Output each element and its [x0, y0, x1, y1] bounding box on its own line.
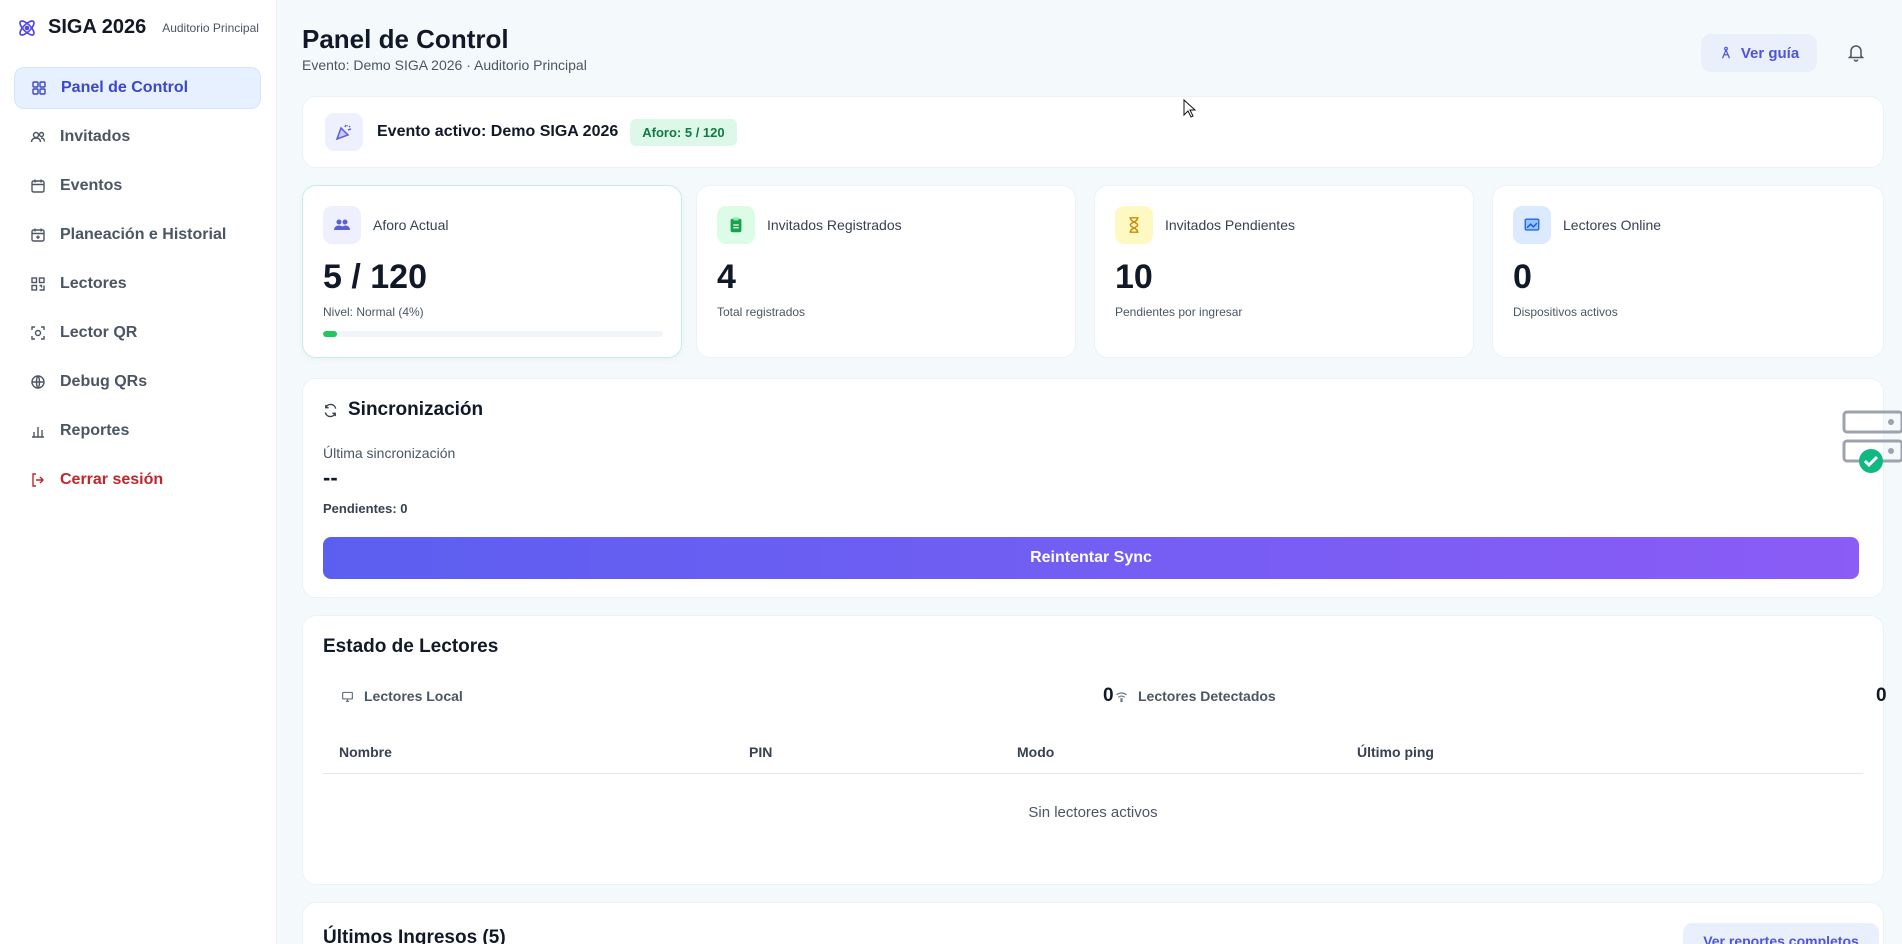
- party-popper-icon: [335, 124, 352, 141]
- sidebar-item-reportes[interactable]: Reportes: [14, 410, 261, 452]
- stat-value: 10: [1115, 258, 1153, 296]
- detected-readers-count: 0: [1876, 685, 1887, 706]
- column-header-modo: Modo: [1017, 744, 1055, 760]
- brand-subtitle: Auditorio Principal: [162, 20, 259, 35]
- local-readers-label: Lectores Local: [364, 688, 463, 704]
- sync-title: Sincronización: [348, 399, 484, 420]
- aforo-progress-fill: [323, 331, 337, 337]
- sidebar-nav: Panel de Control Invitados Eventos Plane…: [14, 67, 261, 508]
- stat-card-lectores: Lectores Online 0 Dispositivos activos: [1492, 185, 1884, 358]
- sidebar-item-panel-de-control[interactable]: Panel de Control: [14, 67, 261, 109]
- page-title: Panel de Control: [302, 24, 509, 54]
- monitor-small-icon: [342, 691, 353, 702]
- monitor-icon: [1513, 206, 1551, 244]
- page-subtitle: Evento: Demo SIGA 2026 · Auditorio Princ…: [302, 57, 587, 73]
- sidebar-item-debug-qrs[interactable]: Debug QRs: [14, 361, 261, 403]
- readers-table-header: Nombre PIN Modo Último ping: [323, 730, 1863, 774]
- stat-hint: Dispositivos activos: [1513, 305, 1618, 319]
- readers-empty-state: Sin lectores activos: [1028, 804, 1158, 821]
- stat-hint: Nivel: Normal (4%): [323, 305, 424, 319]
- brand: SIGA 2026 Auditorio Principal: [16, 16, 259, 39]
- aforo-badge: Aforo: 5 / 120: [630, 118, 737, 146]
- sidebar-item-label: Lectores: [60, 275, 127, 292]
- stat-value: 5 / 120: [323, 258, 427, 296]
- stat-label: Invitados Pendientes: [1165, 217, 1295, 233]
- sidebar-item-eventos[interactable]: Eventos: [14, 165, 261, 207]
- compass-icon: [1721, 46, 1730, 59]
- mouse-cursor-icon: [1183, 99, 1197, 118]
- sidebar-item-label: Invitados: [60, 128, 131, 145]
- local-readers-stat: Lectores Local: [341, 676, 463, 716]
- detected-readers-label: Lectores Detectados: [1138, 688, 1276, 704]
- server-check-icon: [1842, 410, 1902, 473]
- aforo-progress-bar: [323, 331, 663, 337]
- stat-value: 0: [1513, 258, 1532, 296]
- sidebar-item-lector-qr[interactable]: Lector QR: [14, 312, 261, 354]
- sync-pending: Pendientes: 0: [323, 501, 408, 516]
- users-icon: [30, 131, 46, 143]
- column-header-pin: PIN: [749, 744, 773, 760]
- stat-card-registrados: Invitados Registrados 4 Total registrado…: [696, 185, 1076, 358]
- refresh-icon: [324, 403, 337, 417]
- column-header-nombre: Nombre: [339, 744, 392, 760]
- sidebar-item-label: Lector QR: [60, 324, 138, 341]
- people-icon: [323, 206, 361, 244]
- calendar-plus-icon: [31, 228, 45, 242]
- sidebar-item-planeacion[interactable]: Planeación e Historial: [14, 214, 261, 256]
- brand-name: SIGA 2026: [48, 16, 147, 38]
- wifi-icon: [1116, 691, 1127, 702]
- stat-label: Lectores Online: [1563, 217, 1662, 233]
- sidebar-item-label: Eventos: [60, 177, 123, 194]
- sidebar: SIGA 2026 Auditorio Principal Panel de C…: [0, 0, 277, 944]
- column-header-ultimo-ping: Último ping: [1357, 744, 1434, 760]
- hourglass-icon: [1115, 206, 1153, 244]
- full-reports-button[interactable]: Ver reportes completos: [1683, 923, 1879, 944]
- sidebar-item-label: Cerrar sesión: [60, 471, 164, 488]
- sidebar-item-cerrar-sesion[interactable]: Cerrar sesión: [14, 459, 261, 501]
- globe-icon: [31, 375, 45, 389]
- qr-grid-icon: [31, 277, 45, 291]
- clipboard-icon: [717, 206, 755, 244]
- stat-value: 4: [717, 258, 736, 296]
- last-entries-card: Últimos Ingresos (5) Ver reportes comple…: [302, 902, 1884, 944]
- bell-icon[interactable]: [1846, 42, 1866, 62]
- bar-chart-icon: [32, 427, 44, 438]
- sidebar-item-label: Debug QRs: [60, 373, 148, 390]
- main-content: Panel de Control Evento: Demo SIGA 2026 …: [278, 0, 1902, 944]
- atom-logo-icon: [19, 19, 35, 36]
- sidebar-item-lectores[interactable]: Lectores: [14, 263, 261, 305]
- retry-sync-button[interactable]: Reintentar Sync: [323, 537, 1859, 579]
- local-readers-count: 0: [1103, 685, 1114, 706]
- active-event-bar: Evento activo: Demo SIGA 2026 Aforo: 5 /…: [302, 96, 1884, 168]
- guide-button-label: Ver guía: [1740, 44, 1800, 62]
- sidebar-item-label: Planeación e Historial: [60, 226, 227, 243]
- sidebar-item-invitados[interactable]: Invitados: [14, 116, 261, 158]
- stat-hint: Pendientes por ingresar: [1115, 305, 1243, 319]
- guide-button[interactable]: Ver guía: [1701, 34, 1817, 72]
- scan-icon: [31, 326, 45, 340]
- last-sync-value: --: [323, 465, 338, 490]
- grid-icon: [32, 81, 46, 95]
- last-entries-title: Últimos Ingresos (5): [323, 927, 506, 944]
- sidebar-item-label: Reportes: [60, 422, 130, 439]
- active-event-text: Evento activo: Demo SIGA 2026: [377, 123, 619, 140]
- stat-card-pendientes: Invitados Pendientes 10 Pendientes por i…: [1094, 185, 1474, 358]
- stat-label: Aforo Actual: [373, 217, 449, 233]
- last-sync-label: Última sincronización: [323, 445, 456, 461]
- readers-card: Estado de Lectores Lectores Local 0 Lect…: [302, 615, 1887, 885]
- event-icon-box: [325, 113, 363, 151]
- stat-card-aforo: Aforo Actual 5 / 120 Nivel: Normal (4%): [302, 185, 682, 358]
- stat-hint: Total registrados: [717, 305, 806, 319]
- logout-icon: [32, 473, 44, 487]
- sidebar-item-label: Panel de Control: [61, 79, 189, 96]
- stat-label: Invitados Registrados: [767, 217, 902, 233]
- detected-readers-stat: Lectores Detectados: [1115, 676, 1276, 716]
- calendar-icon: [31, 179, 45, 193]
- readers-title: Estado de Lectores: [323, 636, 499, 657]
- sync-card: Sincronización Última sincronización -- …: [302, 378, 1902, 598]
